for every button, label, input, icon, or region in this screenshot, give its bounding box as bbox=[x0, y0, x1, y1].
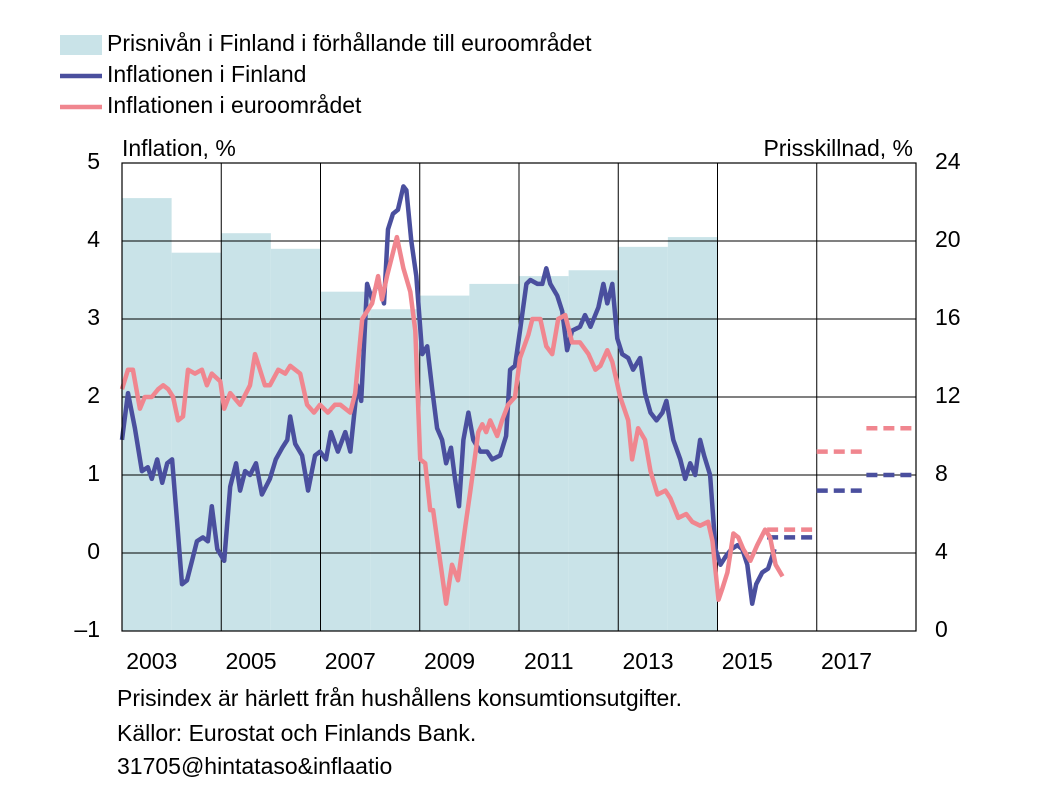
y2-tick-label: 16 bbox=[935, 304, 961, 330]
y2-tick-label: 4 bbox=[935, 538, 948, 564]
note: Källor: Eurostat och Finlands Bank. bbox=[117, 720, 476, 746]
x-tick-label: 2013 bbox=[622, 648, 673, 674]
y-tick-label: 3 bbox=[87, 304, 100, 330]
lines bbox=[119, 184, 916, 606]
y2-axis-label: Prisskillnad, % bbox=[763, 135, 913, 161]
x-tick-label: 2009 bbox=[424, 648, 475, 674]
bar bbox=[221, 233, 271, 631]
y-tick-label: 4 bbox=[87, 226, 100, 252]
y2-tick-label: 12 bbox=[935, 382, 961, 408]
x-tick-label: 2015 bbox=[722, 648, 773, 674]
legend-label: Prisnivån i Finland i förhållande till e… bbox=[107, 30, 592, 56]
line bbox=[119, 234, 785, 606]
legend-swatch bbox=[60, 35, 102, 55]
y-tick-label: 0 bbox=[87, 538, 100, 564]
y-tick-label: 5 bbox=[87, 148, 100, 174]
bar bbox=[122, 198, 172, 631]
note: Prisindex är härlett från hushållens kon… bbox=[117, 685, 682, 711]
bars bbox=[122, 198, 718, 632]
y-tick-label: 2 bbox=[87, 382, 100, 408]
plot-frame bbox=[121, 162, 917, 632]
line bbox=[119, 184, 777, 606]
y2-tick-label: 0 bbox=[935, 616, 948, 642]
x-tick-label: 2005 bbox=[225, 648, 276, 674]
y-tick-label: –1 bbox=[74, 616, 100, 642]
bar bbox=[667, 237, 718, 631]
y-tick-label: 1 bbox=[87, 460, 100, 486]
y2-tick-label: 20 bbox=[935, 226, 961, 252]
x-tick-label: 2011 bbox=[524, 648, 573, 674]
y-axis-label: Inflation, % bbox=[122, 135, 236, 161]
x-tick-label: 2007 bbox=[325, 648, 376, 674]
x-tick-label: 2003 bbox=[126, 648, 177, 674]
x-tick-label: 2017 bbox=[821, 648, 872, 674]
bar bbox=[370, 309, 420, 631]
y2-tick-label: 8 bbox=[935, 460, 948, 486]
note: 31705@hintataso&inflaatio bbox=[117, 753, 392, 779]
y2-tick-label: 24 bbox=[935, 148, 961, 174]
legend-label: Inflationen i Finland bbox=[107, 61, 306, 87]
legend-label: Inflationen i euroområdet bbox=[107, 92, 362, 118]
